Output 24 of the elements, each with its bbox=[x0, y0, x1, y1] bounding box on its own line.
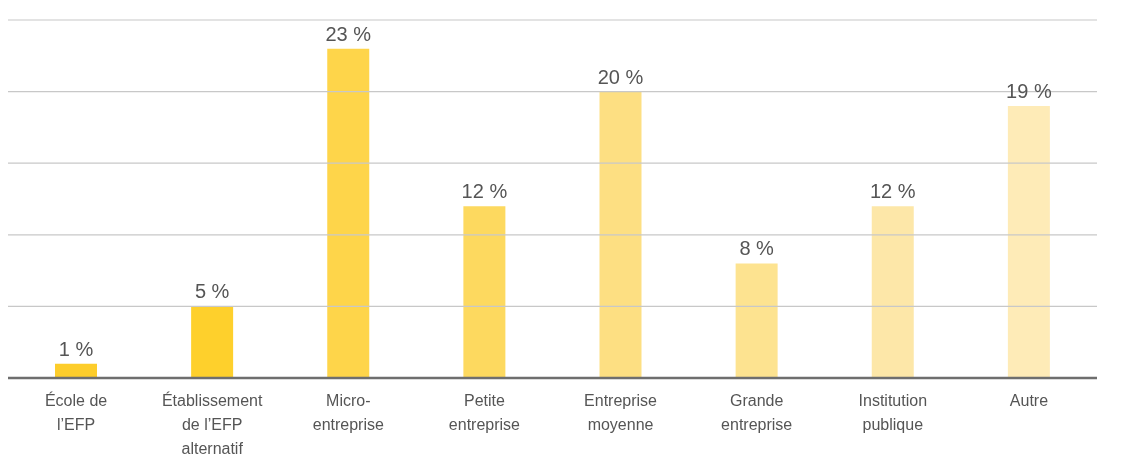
data-label: 1 % bbox=[58, 337, 94, 360]
x-tick-label: Micro-entreprise bbox=[312, 392, 384, 433]
data-label: 12 % bbox=[869, 180, 916, 203]
bar bbox=[55, 363, 97, 378]
bar bbox=[735, 263, 778, 378]
bar bbox=[871, 206, 914, 378]
data-label: 5 % bbox=[194, 280, 230, 303]
data-label: 8 % bbox=[739, 237, 775, 260]
x-tick-label: Autre bbox=[1009, 392, 1049, 409]
x-tick-label: Institution publique bbox=[858, 392, 928, 433]
x-tick-label: Petite entreprise bbox=[448, 392, 521, 433]
data-label: 19 % bbox=[1006, 79, 1052, 102]
bar bbox=[191, 306, 234, 378]
bar bbox=[1007, 105, 1050, 378]
data-label: 12 % bbox=[461, 180, 508, 203]
bar bbox=[327, 48, 370, 378]
data-label: 23 % bbox=[325, 22, 372, 45]
x-tick-label: Établissement de l’EFP alternatif bbox=[161, 391, 263, 457]
bar bbox=[463, 206, 506, 378]
x-tick-label: Grande entreprise bbox=[721, 392, 793, 433]
bar bbox=[599, 91, 642, 378]
data-label: 20 % bbox=[597, 65, 644, 88]
x-tick-label: École de l’EFP bbox=[44, 391, 108, 433]
x-tick-label: Entreprise moyenne bbox=[584, 392, 658, 433]
